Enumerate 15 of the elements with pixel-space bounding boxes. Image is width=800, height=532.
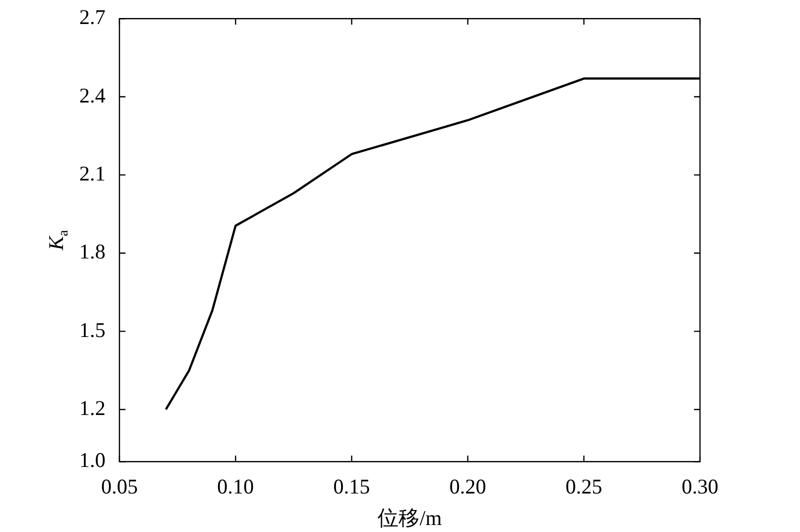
x-axis-title: 位移/m [378,506,442,530]
y-tick-label: 2.7 [79,5,106,30]
x-tick-label: 0.30 [682,474,718,499]
y-axis-title: Ka [44,229,72,252]
y-tick-label: 1.5 [79,318,106,342]
x-tick-label: 0.25 [566,474,602,499]
x-tick-label: 0.05 [101,474,138,499]
y-tick-label: 1.2 [79,396,106,420]
y-tick-label: 2.4 [79,83,106,108]
x-tick-label: 0.10 [217,474,254,499]
y-tick-label: 1.0 [79,448,106,472]
x-tick-label: 0.20 [449,474,486,499]
y-tick-label: 2.1 [79,161,106,186]
x-tick-label: 0.15 [333,474,370,499]
y-tick-label: 1.8 [79,240,106,264]
